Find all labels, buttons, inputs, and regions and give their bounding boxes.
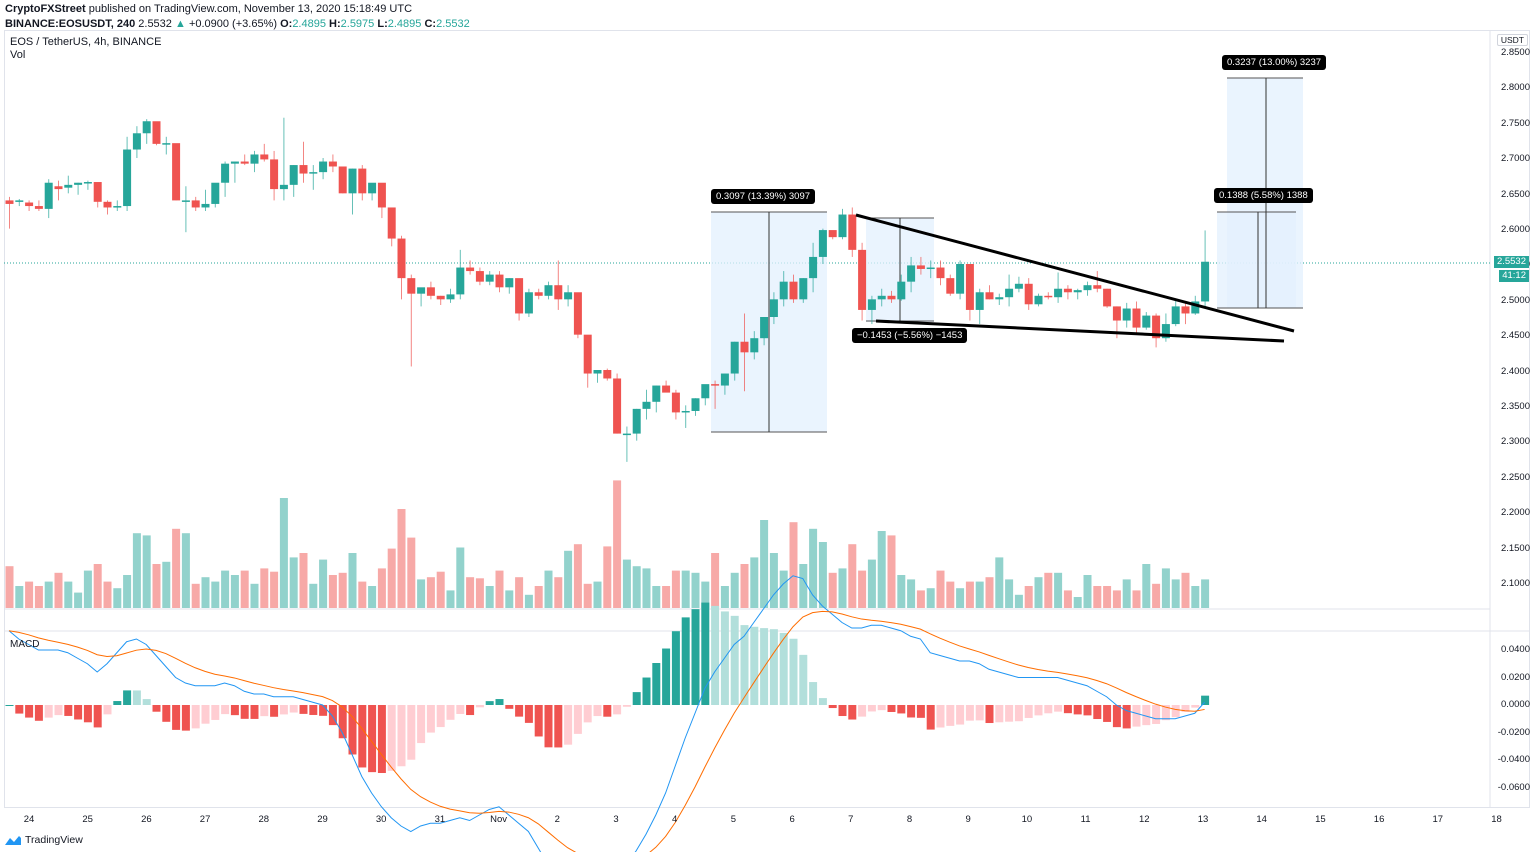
price-tick: 2.5000 xyxy=(1500,294,1530,306)
macd-tick: 0.0400 xyxy=(1500,644,1530,655)
time-tick: 4 xyxy=(672,814,678,825)
current-price-tag: 2.5532 xyxy=(1493,256,1529,268)
time-tick: 25 xyxy=(82,814,93,825)
price-tick: 2.8500 xyxy=(1500,47,1530,58)
high-value: 2.5975 xyxy=(340,18,375,30)
measure-label-3: 0.1388 (5.58%) 1388 xyxy=(1214,188,1313,203)
publisher-name: CryptoFXStreet xyxy=(5,3,86,15)
volume-label: Vol xyxy=(10,49,26,61)
chart-frame[interactable] xyxy=(4,30,1530,808)
price-tick: 2.7500 xyxy=(1500,117,1530,129)
symbol-label: BINANCE:EOSUSDT, 240 xyxy=(5,18,136,30)
published-text: published on TradingView.com, November 1… xyxy=(85,3,413,15)
time-tick: 6 xyxy=(789,814,795,825)
price-tick: 2.1000 xyxy=(1500,578,1530,589)
chart-legend: EOS / TetherUS, 4h, BINANCE Vol xyxy=(10,36,161,62)
countdown-tag: 41:12 xyxy=(1499,270,1529,282)
price-tick: 2.3000 xyxy=(1500,436,1530,448)
macd-tick: -0.0400 xyxy=(1497,754,1530,765)
price-tick: 2.1500 xyxy=(1500,542,1530,554)
time-tick: 28 xyxy=(258,814,270,825)
time-tick: 12 xyxy=(1139,814,1150,825)
time-tick: 5 xyxy=(730,814,737,825)
open-value: 2.4895 xyxy=(292,18,326,30)
currency-unit-button[interactable]: USDT xyxy=(1496,34,1528,46)
measure-label-2: −0.1453 (−5.56%) −1453 xyxy=(852,328,968,343)
logo-text: TradingView xyxy=(25,834,83,846)
macd-tick: 0.0200 xyxy=(1500,671,1530,683)
close-label: C: xyxy=(424,18,437,30)
price-tick: 2.8000 xyxy=(1500,82,1530,94)
time-tick: 18 xyxy=(1491,814,1502,825)
time-tick: 31 xyxy=(434,814,446,825)
open-label: O: xyxy=(280,18,293,30)
price-tick: 2.2500 xyxy=(1500,471,1530,483)
price-tick: 2.2000 xyxy=(1500,507,1530,519)
price-tick: 2.6000 xyxy=(1500,224,1530,235)
publish-header: CryptoFXStreet published on TradingView.… xyxy=(5,2,470,32)
high-label: H: xyxy=(329,18,341,30)
time-tick: 9 xyxy=(965,814,971,825)
time-tick: 24 xyxy=(23,814,35,825)
time-tick: 8 xyxy=(906,814,913,825)
time-tick: 29 xyxy=(317,814,328,825)
series-title: EOS / TetherUS, 4h, BINANCE xyxy=(10,36,162,48)
up-arrow-icon: ▲ xyxy=(174,18,186,30)
price-tick: 2.4500 xyxy=(1500,330,1530,342)
macd-tick: 0.0000 xyxy=(1500,699,1530,710)
price-tick: 2.6500 xyxy=(1500,188,1530,200)
price-tick: 2.3500 xyxy=(1500,401,1530,412)
measure-label-1: 0.3097 (13.39%) 3097 xyxy=(711,189,816,204)
time-tick: 13 xyxy=(1197,814,1209,825)
last-price: 2.5532 xyxy=(138,18,172,30)
low-value: 2.4895 xyxy=(387,18,422,30)
close-value: 2.5532 xyxy=(436,18,470,30)
time-tick: 15 xyxy=(1315,814,1326,825)
macd-tick: -0.0600 xyxy=(1497,781,1530,793)
price-tick: 2.7000 xyxy=(1500,153,1530,165)
macd-tick: -0.0200 xyxy=(1497,726,1530,738)
time-tick: 14 xyxy=(1256,814,1267,825)
price-change: +0.0900 (+3.65%) xyxy=(188,18,278,30)
time-tick: 27 xyxy=(199,814,211,825)
symbol-summary: BINANCE:EOSUSDT, 240 2.5532 ▲ +0.0900 (+… xyxy=(5,17,470,32)
price-tick: 2.4000 xyxy=(1500,365,1530,377)
macd-label: MACD xyxy=(10,639,40,650)
time-tick: 26 xyxy=(141,814,152,825)
time-tick: 16 xyxy=(1373,814,1385,825)
tradingview-logo[interactable]: TradingView xyxy=(4,834,83,846)
low-label: L: xyxy=(377,18,388,30)
time-tick: 11 xyxy=(1080,814,1091,825)
time-tick: Nov xyxy=(490,814,508,825)
time-tick: 30 xyxy=(375,814,387,825)
time-tick: 2 xyxy=(554,814,560,825)
time-tick: 7 xyxy=(848,814,854,825)
measure-label-4: 0.3237 (13.00%) 3237 xyxy=(1222,55,1327,70)
time-tick: 17 xyxy=(1432,814,1444,825)
time-tick: 3 xyxy=(613,814,619,825)
tradingview-logo-icon xyxy=(5,836,21,845)
time-tick: 10 xyxy=(1021,814,1033,825)
